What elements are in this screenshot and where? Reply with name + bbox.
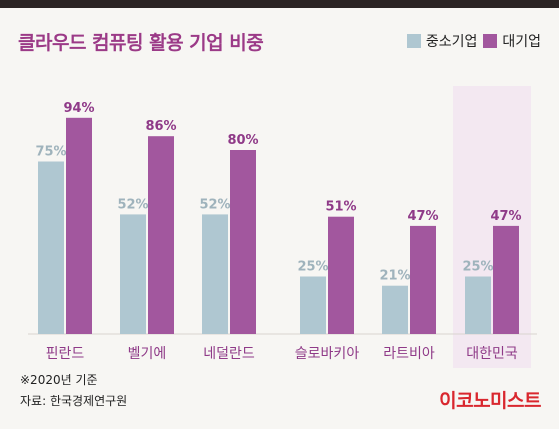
category-label-1: 벨기에 bbox=[128, 346, 167, 362]
bar-large-3 bbox=[328, 216, 354, 334]
top-bar bbox=[0, 0, 559, 8]
bar-large-2 bbox=[230, 150, 256, 334]
legend: 중소기업 대기업 bbox=[406, 31, 541, 51]
brand-logo: 이코노미스트 bbox=[439, 390, 541, 412]
category-label-3: 슬로바키아 bbox=[295, 346, 360, 362]
label-small-5: 25% bbox=[462, 260, 493, 275]
bar-large-5 bbox=[493, 225, 519, 334]
label-small-2: 52% bbox=[199, 197, 230, 212]
legend-item-large: 대기업 bbox=[483, 31, 541, 51]
label-large-4: 47% bbox=[407, 209, 438, 224]
bar-small-2 bbox=[202, 214, 228, 334]
chart-title: 클라우드 컴퓨팅 활용 기업 비중 bbox=[18, 32, 264, 54]
legend-item-small: 중소기업 bbox=[406, 31, 478, 51]
label-large-1: 86% bbox=[145, 119, 176, 134]
category-label-5: 대한민국 bbox=[466, 346, 518, 362]
bar-small-3 bbox=[300, 276, 326, 334]
label-small-0: 75% bbox=[35, 145, 66, 160]
label-large-0: 94% bbox=[63, 101, 94, 116]
bar-large-1 bbox=[148, 136, 174, 334]
legend-label-large: 대기업 bbox=[502, 34, 541, 50]
legend-label-small: 중소기업 bbox=[425, 34, 478, 50]
bar-small-4 bbox=[382, 285, 408, 334]
source-note: 자료: 한국경제연구원 bbox=[20, 394, 128, 408]
legend-swatch-large bbox=[483, 34, 498, 48]
label-large-2: 80% bbox=[227, 133, 258, 148]
label-small-4: 21% bbox=[379, 269, 410, 284]
category-label-0: 핀란드 bbox=[46, 346, 85, 362]
legend-swatch-small bbox=[406, 34, 421, 48]
label-small-1: 52% bbox=[117, 197, 148, 212]
base-year-note: ※2020년 기준 bbox=[20, 373, 98, 387]
bar-small-5 bbox=[465, 276, 491, 334]
category-label-2: 네덜란드 bbox=[203, 346, 255, 362]
bar-large-4 bbox=[410, 225, 436, 334]
bar-small-1 bbox=[120, 214, 146, 334]
label-small-3: 25% bbox=[297, 260, 328, 275]
bar-small-0 bbox=[38, 161, 64, 334]
category-label-4: 라트비아 bbox=[383, 346, 435, 362]
label-large-3: 51% bbox=[325, 200, 356, 215]
bar-large-0 bbox=[66, 117, 92, 334]
label-large-5: 47% bbox=[490, 209, 521, 224]
highlight-background bbox=[453, 86, 531, 368]
